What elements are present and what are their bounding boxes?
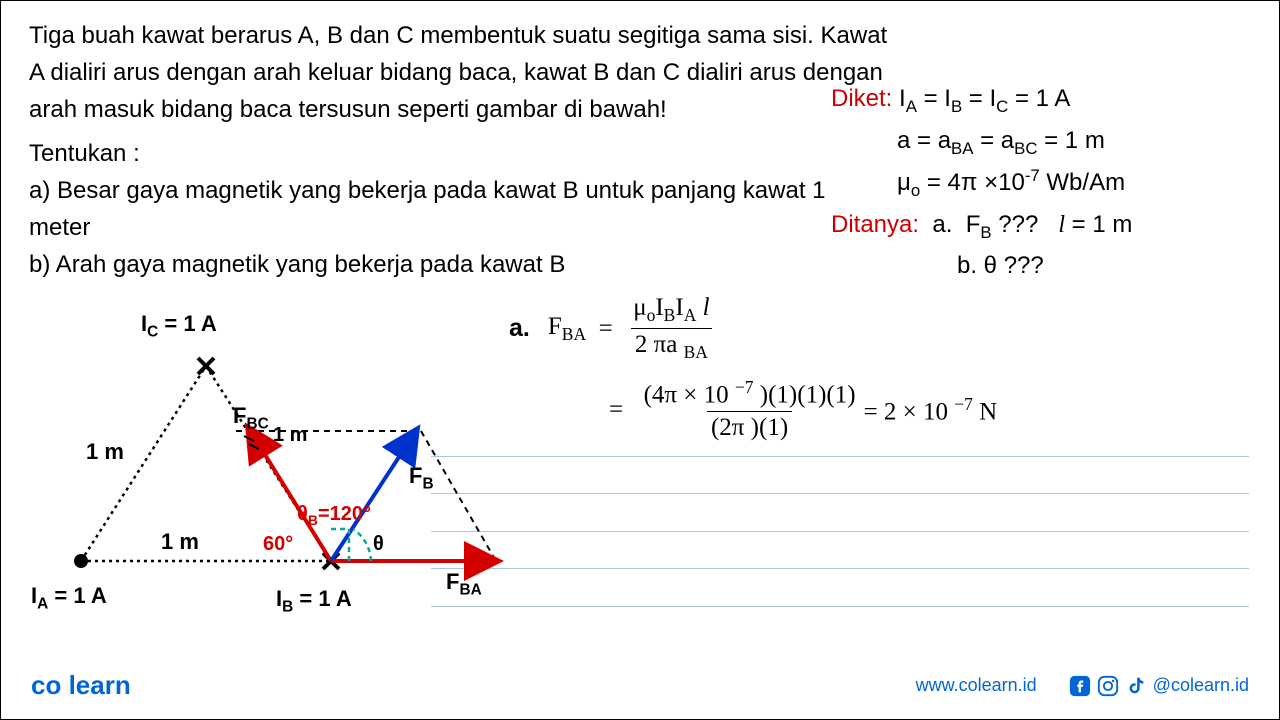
instagram-icon <box>1097 675 1119 697</box>
triangle-diagram: IC = 1 A 1 m FBC 1 m FB θB=120° 1 m 60° … <box>51 311 521 631</box>
label-Fb: FB <box>409 463 434 493</box>
footer-url: www.colearn.id <box>916 675 1037 696</box>
label-Ia: IA = 1 A <box>31 583 107 613</box>
label-Fba: FBA <box>446 569 482 599</box>
ditanya-label: Ditanya: <box>831 211 919 238</box>
social-handle: @colearn.id <box>1153 675 1249 696</box>
ditanya-line-2: b. θ ??? <box>831 246 1251 286</box>
label-thetaB: θB=120° <box>297 503 371 528</box>
footer-right: www.colearn.id @colearn.id <box>916 675 1249 697</box>
diket-label: Diket: <box>831 85 892 112</box>
label-Fbc: FBC <box>233 403 269 433</box>
label-theta: θ <box>373 533 384 556</box>
label-side-top: 1 m <box>273 424 307 447</box>
ditanya-line-1: Ditanya: a. FB ??? l = 1 m <box>831 205 1251 247</box>
tiktok-icon <box>1125 675 1147 697</box>
content-area: Tiga buah kawat berarus A, B dan C membe… <box>29 17 1251 283</box>
work-row-1: a. FBA = μoIBIA l 2 πa BA <box>509 294 997 363</box>
work-row-2: = (4π × 10 −7 )(1)(1)(1) (2π )(1) = 2 × … <box>609 377 997 442</box>
fraction-1: μoIBIA l 2 πa BA <box>629 294 713 363</box>
facebook-icon <box>1069 675 1091 697</box>
social-icons: @colearn.id <box>1069 675 1249 697</box>
ruled-lines-3 <box>431 606 1249 607</box>
given-block: Diket: IA = IB = IC = 1 A a = aBA = aBC … <box>831 79 1251 286</box>
diket-line-1: Diket: IA = IB = IC = 1 A <box>831 79 1251 121</box>
label-Ic: IC = 1 A <box>141 311 217 341</box>
colearn-logo: co learn <box>31 670 131 701</box>
footer: co learn www.colearn.id @colearn.id <box>31 670 1249 701</box>
solution-work: a. FBA = μoIBIA l 2 πa BA = (4π × 10 −7 … <box>509 294 997 450</box>
label-side-bottom: 1 m <box>161 529 199 555</box>
label-Ib: IB = 1 A <box>276 586 352 616</box>
ruled-lines-2 <box>431 531 1249 569</box>
problem-line-1: Tiga buah kawat berarus A, B dan C membe… <box>29 17 1251 54</box>
diket-line-2: a = aBA = aBC = 1 m <box>831 121 1251 163</box>
label-side-left: 1 m <box>86 439 124 465</box>
diket-line-3: μo = 4π ×10-7 Wb/Am <box>831 162 1251 205</box>
label-60: 60° <box>263 533 293 556</box>
result: = 2 × 10 −7 N <box>864 394 998 426</box>
ruled-lines <box>431 456 1249 494</box>
force-symbol: FBA <box>548 313 586 345</box>
fraction-2: (4π × 10 −7 )(1)(1)(1) (2π )(1) <box>640 377 860 442</box>
